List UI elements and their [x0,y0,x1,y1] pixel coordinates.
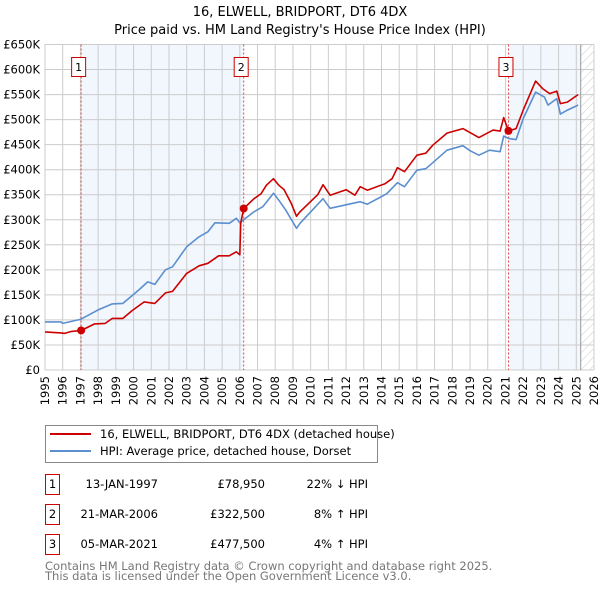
x-tick-label: 2013 [357,376,371,405]
sale-number-label: 3 [502,61,509,74]
y-tick-label: £100K [3,313,40,327]
table-row: 3 05-MAR-2021 £477,500 4% ↑ HPI [45,534,368,555]
chart-title: 16, ELWELL, BRIDPORT, DT6 4DX [193,5,408,20]
y-tick-label: £550K [3,88,40,102]
y-tick-label: £450K [3,138,40,152]
x-tick-label: 2001 [144,376,158,405]
sale-point [77,326,86,335]
y-tick-label: £500K [3,113,40,127]
sale-date: 05-MAR-2021 [80,537,158,551]
x-tick-label: 2019 [463,376,477,405]
footer-line-1: Contains HM Land Registry data © Crown c… [45,559,492,573]
x-tick-label: 2012 [339,376,353,405]
x-tick-label: 2022 [516,376,530,405]
x-tick-label: 1995 [38,376,52,405]
y-tick-label: £250K [3,238,40,252]
x-tick-label: 2000 [127,376,141,405]
y-tick-label: £300K [3,213,40,227]
sale-date: 21-MAR-2006 [80,507,158,521]
sale-hpi-diff: 22% ↓ HPI [307,477,368,491]
x-tick-label: 2026 [587,376,600,405]
sale-hpi-diff: 4% ↑ HPI [314,537,368,551]
x-tick-label: 1998 [91,376,105,405]
x-tick-label: 2011 [321,376,335,405]
sale-number-label: 1 [75,61,82,74]
x-tick-label: 2003 [180,376,194,405]
table-row: 2 21-MAR-2006 £322,500 8% ↑ HPI [45,504,368,525]
sale-number-box [45,474,60,495]
y-tick-label: £400K [3,163,40,177]
sale-number-box [45,504,60,525]
legend-hpi-label: HPI: Average price, detached house, Dors… [100,444,352,458]
forecast-hatch [580,44,594,370]
legend-property-label: 16, ELWELL, BRIDPORT, DT6 4DX (detached … [100,427,395,441]
sale-date: 13-JAN-1997 [86,477,159,491]
sale-number: 3 [49,537,56,551]
x-tick-label: 2018 [445,376,459,405]
table-row: 1 13-JAN-1997 £78,950 22% ↓ HPI [45,474,368,495]
sale-number: 1 [49,477,56,491]
x-tick-label: 2004 [197,376,211,405]
y-tick-label: £200K [3,263,40,277]
y-tick-label: £650K [3,38,40,52]
x-tick-label: 1996 [56,376,70,405]
shaded-range [81,44,244,370]
x-tick-label: 2020 [481,376,495,405]
series-line [45,91,579,325]
sales-table: 1 13-JAN-1997 £78,950 22% ↓ HPI 2 21-MAR-2006… [45,474,368,555]
y-tick-label: £600K [3,63,40,77]
x-tick-label: 2005 [215,376,229,405]
x-tick-label: 2015 [392,376,406,405]
legend: 16, ELWELL, BRIDPORT, DT6 4DX (detached … [45,425,395,463]
sale-number-box [71,57,87,77]
sale-number: 2 [49,507,56,521]
sale-price: £78,950 [217,477,265,491]
x-tick-label: 2023 [534,376,548,405]
x-tick-label: 2024 [552,376,566,405]
sale-point [504,126,513,135]
y-tick-label: £150K [3,288,40,302]
x-tick-label: 2016 [410,376,424,405]
footer-line-2: This data is licensed under the Open Gov… [44,569,411,583]
x-tick-label: 2025 [569,376,583,405]
y-tick-label: £0 [25,363,40,377]
y-tick-label: £350K [3,188,40,202]
x-tick-label: 2021 [498,376,512,405]
sale-point [239,204,248,213]
sale-price: £322,500 [210,507,265,521]
x-tick-label: 2002 [162,376,176,405]
x-tick-label: 2006 [233,376,247,405]
y-tick-label: £50K [11,338,41,352]
sale-hpi-diff: 8% ↑ HPI [314,507,368,521]
x-tick-label: 1999 [109,376,123,405]
sale-number-box [45,534,60,555]
x-tick-label: 2014 [374,376,388,405]
chart-subtitle: Price paid vs. HM Land Registry's House … [114,23,486,38]
sale-number-box [233,57,249,77]
x-tick-label: 2017 [428,376,442,405]
shaded-range [508,44,581,370]
sale-number-box [498,57,514,77]
x-tick-label: 2008 [268,376,282,405]
x-tick-label: 2009 [286,376,300,405]
x-tick-label: 2007 [251,376,265,405]
x-tick-label: 2010 [304,376,318,405]
sale-number-label: 2 [238,61,245,74]
series-line [44,80,579,335]
x-tick-label: 1997 [73,376,87,405]
sale-price: £477,500 [210,537,265,551]
